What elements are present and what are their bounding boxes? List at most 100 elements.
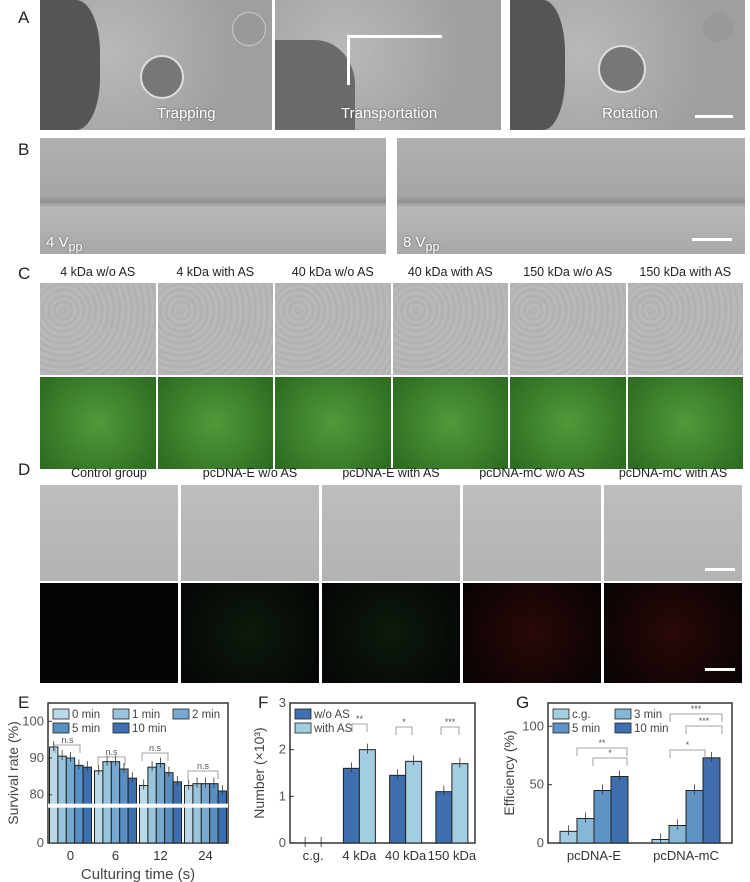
chart-f: c.g. 4 kDa 40 kDa 150 kDa 0 1 2 3 Number (×10³) w… xyxy=(251,695,477,863)
legend-swatch xyxy=(614,722,632,734)
caption-transportation: Transportation xyxy=(341,105,438,122)
image-trapping: Trapping xyxy=(40,0,272,130)
significance-bracket xyxy=(592,757,628,766)
x-tick-label: 150 kDa xyxy=(428,848,477,863)
x-tick-label: 0 xyxy=(67,848,74,863)
y-tick-label: 100 xyxy=(22,713,44,728)
significance-bracket xyxy=(669,749,706,758)
significance-label: * xyxy=(608,748,612,758)
brightfield-image xyxy=(40,283,156,375)
y-tick-label: 3 xyxy=(279,695,286,710)
bar xyxy=(593,790,612,844)
bar xyxy=(139,785,149,844)
x-tick-label: c.g. xyxy=(303,848,324,863)
column-title: pcDNA-E w/o AS xyxy=(202,466,298,480)
significance-label: ** xyxy=(356,714,364,724)
column-title: Control group xyxy=(71,466,147,480)
significance-bracket xyxy=(440,726,460,735)
subscript: pp xyxy=(68,240,83,254)
panel-label-e: E xyxy=(18,693,30,712)
legend-label: 2 min xyxy=(192,709,220,721)
bar xyxy=(217,790,228,844)
legend-swatch xyxy=(614,708,632,720)
y-axis-label: Survival rate (%) xyxy=(5,721,21,824)
fluorescence-image xyxy=(392,377,508,469)
legend-label: 10 min xyxy=(634,723,669,735)
bar xyxy=(164,772,174,844)
legend-label: 5 min xyxy=(72,723,100,735)
significance-bracket xyxy=(576,747,628,756)
significance-bracket xyxy=(669,713,723,722)
bar xyxy=(192,783,202,844)
bar xyxy=(389,774,407,844)
significance-label: n.s xyxy=(197,761,210,771)
bar xyxy=(57,755,67,844)
fluorescence-image xyxy=(604,583,742,683)
brightfield-image xyxy=(604,485,742,581)
caption-trapping: Trapping xyxy=(157,105,216,122)
column-title: pcDNA-mC w/o AS xyxy=(479,466,585,480)
panel-label-c: C xyxy=(18,264,31,283)
legend-swatch xyxy=(52,708,70,720)
brightfield-image xyxy=(40,485,178,581)
bar xyxy=(610,776,629,844)
legend-label: 5 min xyxy=(572,723,600,735)
bar xyxy=(358,749,376,844)
column-title: 40 kDa w/o AS xyxy=(291,265,374,279)
significance-bracket xyxy=(141,752,169,761)
image-rotation: Rotation xyxy=(510,0,745,130)
bar xyxy=(110,761,121,844)
significance-label: ** xyxy=(598,738,606,748)
legend-swatch xyxy=(294,722,312,734)
legend-label: c.g. xyxy=(572,709,591,721)
fluorescence-image xyxy=(463,583,601,683)
significance-bracket xyxy=(54,744,81,753)
bar xyxy=(342,767,360,844)
bar xyxy=(200,783,211,844)
legend-swatch xyxy=(552,722,570,734)
x-tick-label: pcDNA-E xyxy=(567,848,622,863)
bar xyxy=(209,783,219,844)
plot-frame xyxy=(47,702,229,844)
significance-bracket xyxy=(395,726,413,735)
legend-label: w/o AS xyxy=(313,709,350,721)
significance-label: n.s xyxy=(61,735,74,745)
panel-label-f: F xyxy=(258,693,269,712)
significance-label: *** xyxy=(691,704,702,714)
y-tick-label: 90 xyxy=(30,750,44,765)
y-tick-label: 0 xyxy=(279,835,286,850)
legend-swatch xyxy=(52,722,70,734)
subscript: pp xyxy=(425,240,440,254)
legend-swatch xyxy=(294,708,312,720)
chart-g: pcDNA-E pcDNA-mC 0 50 100 Efficiency (%) c.g. 3… xyxy=(501,702,733,863)
panel-label-b: B xyxy=(18,140,30,159)
column-title: 4 kDa w/o AS xyxy=(60,265,136,279)
y-tick-label: 0 xyxy=(537,835,544,850)
plot-frame xyxy=(547,702,733,844)
legend-label: with AS xyxy=(313,723,353,735)
brightfield-image xyxy=(181,485,319,581)
column-title: 150 kDa w/o AS xyxy=(523,265,613,279)
legend-swatch xyxy=(172,708,190,720)
significance-label: *** xyxy=(445,717,456,727)
significance-bracket xyxy=(187,770,219,779)
bar xyxy=(685,790,704,844)
image-4vpp: 4 Vpp xyxy=(40,138,386,254)
significance-label: n.s xyxy=(105,747,118,757)
y-tick-label: 2 xyxy=(279,742,286,757)
x-tick-label: 4 kDa xyxy=(342,848,377,863)
x-axis-label: Culturing time (s) xyxy=(81,866,195,882)
caption-rotation: Rotation xyxy=(602,105,658,122)
image-transportation: Transportation xyxy=(275,0,501,130)
fluorescence-image xyxy=(40,583,178,683)
panel-label-a: A xyxy=(18,8,30,27)
significance-label: *** xyxy=(699,716,710,726)
chart-e: 0 6 12 24 0 80 90 100 Culturing time (s) Survival… xyxy=(5,702,229,882)
bar xyxy=(102,761,112,844)
y-tick-label: 50 xyxy=(530,777,544,792)
fluorescence-image xyxy=(510,377,626,469)
brightfield-image xyxy=(322,485,460,581)
brightfield-image xyxy=(392,283,508,375)
x-tick-label: 40 kDa xyxy=(385,848,427,863)
scale-bar xyxy=(695,115,733,118)
